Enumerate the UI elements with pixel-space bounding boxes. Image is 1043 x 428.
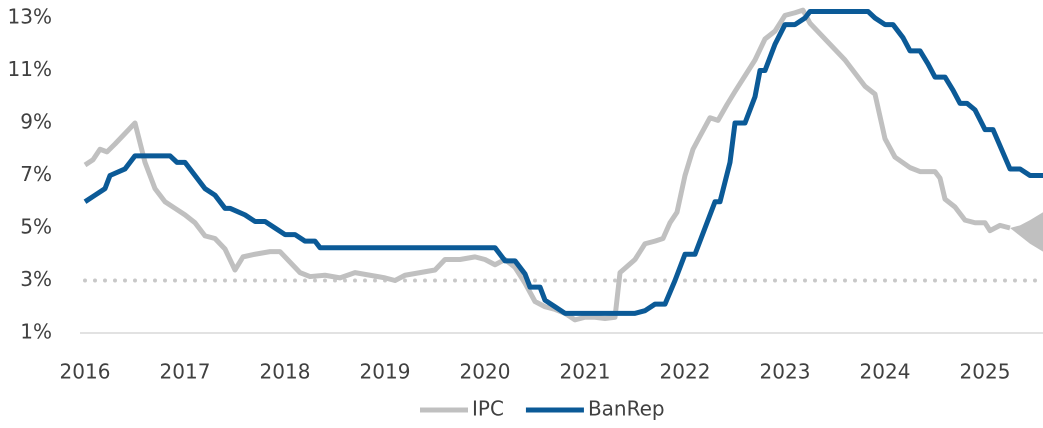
- y-tick-label: 7%: [20, 162, 52, 186]
- series-line: [83, 8, 1043, 316]
- x-tick-label: 2018: [260, 360, 311, 384]
- y-tick-label: 3%: [20, 267, 52, 291]
- y-tick-label: 1%: [20, 320, 52, 344]
- x-tick-label: 2023: [760, 360, 811, 384]
- x-tick-label: 2017: [160, 360, 211, 384]
- legend-label: BanRep: [588, 397, 665, 421]
- projection-band: [1010, 212, 1043, 252]
- y-tick-label: 9%: [20, 110, 52, 134]
- legend-label: IPC: [472, 397, 504, 421]
- x-tick-label: 2025: [960, 360, 1011, 384]
- x-tick-label: 2019: [360, 360, 411, 384]
- x-tick-label: 2016: [60, 360, 111, 384]
- y-tick-label: 11%: [8, 57, 52, 81]
- series-line: [83, 7, 1011, 323]
- y-tick-label: 13%: [8, 5, 52, 29]
- x-tick-label: 2020: [460, 360, 511, 384]
- x-tick-label: 2024: [860, 360, 911, 384]
- x-tick-label: 2021: [560, 360, 611, 384]
- y-tick-label: 5%: [20, 215, 52, 239]
- x-tick-label: 2022: [660, 360, 711, 384]
